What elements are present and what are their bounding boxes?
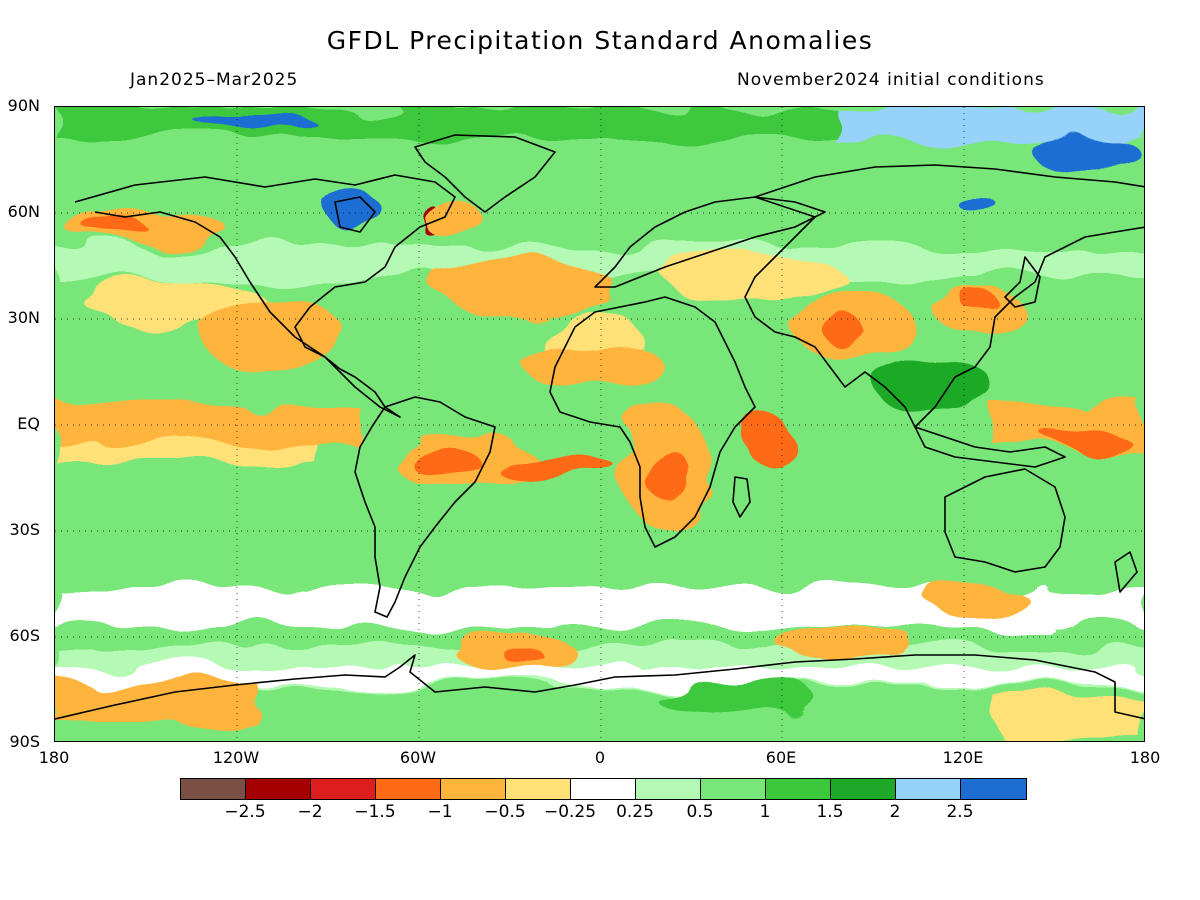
coastlines <box>55 134 1144 720</box>
colorbar-swatch <box>831 779 896 799</box>
colorbar-label: 1 <box>759 802 771 822</box>
colorbar-label: 2.5 <box>946 802 974 822</box>
colorbar-swatch <box>636 779 701 799</box>
initial-conditions: November2024 initial conditions <box>737 70 1045 90</box>
coast-south-america <box>354 396 496 618</box>
coast-europe <box>594 196 826 288</box>
colorbar-label: −2.5 <box>224 802 266 822</box>
colorbar-label: −2 <box>297 802 323 822</box>
x-tick-180e: 180 <box>1129 748 1161 767</box>
coast-maritime-continent <box>914 426 1066 468</box>
y-tick-30n: 30N <box>7 308 40 327</box>
coast-asia <box>744 164 1144 428</box>
colorbar-swatch <box>246 779 311 799</box>
coast-japan <box>1004 256 1041 308</box>
graticule <box>55 107 1144 741</box>
colorbar-swatch <box>311 779 376 799</box>
colorbar-swatch <box>506 779 571 799</box>
coast-australia <box>944 468 1066 573</box>
colorbar-label: 0.25 <box>616 802 654 822</box>
y-tick-eq: EQ <box>17 414 40 433</box>
colorbar-label: −1.5 <box>354 802 396 822</box>
colorbar-label: 0.5 <box>686 802 714 822</box>
forecast-period: Jan2025–Mar2025 <box>130 70 299 90</box>
colorbar-label: 2 <box>889 802 901 822</box>
x-tick-120e: 120E <box>942 748 984 767</box>
anomaly-map <box>54 106 1145 742</box>
colorbar-label: −1 <box>427 802 453 822</box>
y-tick-90n: 90N <box>7 96 40 115</box>
colorbar-swatch <box>701 779 766 799</box>
y-tick-60n: 60N <box>7 202 40 221</box>
colorbar-label: 1.5 <box>816 802 844 822</box>
x-tick-180w: 180 <box>38 748 70 767</box>
x-tick-0: 0 <box>594 748 606 767</box>
coast-greenland <box>414 134 556 213</box>
x-tick-60w: 60W <box>399 748 437 767</box>
chart-title: GFDL Precipitation Standard Anomalies <box>326 26 874 55</box>
colorbar-swatch <box>961 779 1026 799</box>
coast-north-america <box>74 174 456 418</box>
anomaly-field <box>55 107 1144 741</box>
coast-europe-africa <box>549 296 756 548</box>
colorbar <box>180 778 1027 800</box>
coast-antarctica <box>55 654 1144 720</box>
y-tick-90s: 90S <box>9 732 40 751</box>
colorbar-swatch <box>896 779 961 799</box>
colorbar-swatch <box>766 779 831 799</box>
coast-hudson-bay <box>334 196 376 233</box>
y-tick-60s: 60S <box>9 626 40 645</box>
anomaly-map-svg <box>55 107 1144 741</box>
y-tick-30s: 30S <box>9 520 40 539</box>
colorbar-swatch <box>571 779 636 799</box>
coast-new-zealand <box>1114 551 1138 593</box>
coast-madagascar <box>732 476 751 518</box>
colorbar-swatch <box>441 779 506 799</box>
colorbar-label: −0.5 <box>484 802 526 822</box>
colorbar-swatch <box>376 779 441 799</box>
colorbar-label: −0.25 <box>543 802 597 822</box>
colorbar-swatch <box>181 779 246 799</box>
x-tick-60e: 60E <box>765 748 797 767</box>
x-tick-120w: 120W <box>212 748 260 767</box>
